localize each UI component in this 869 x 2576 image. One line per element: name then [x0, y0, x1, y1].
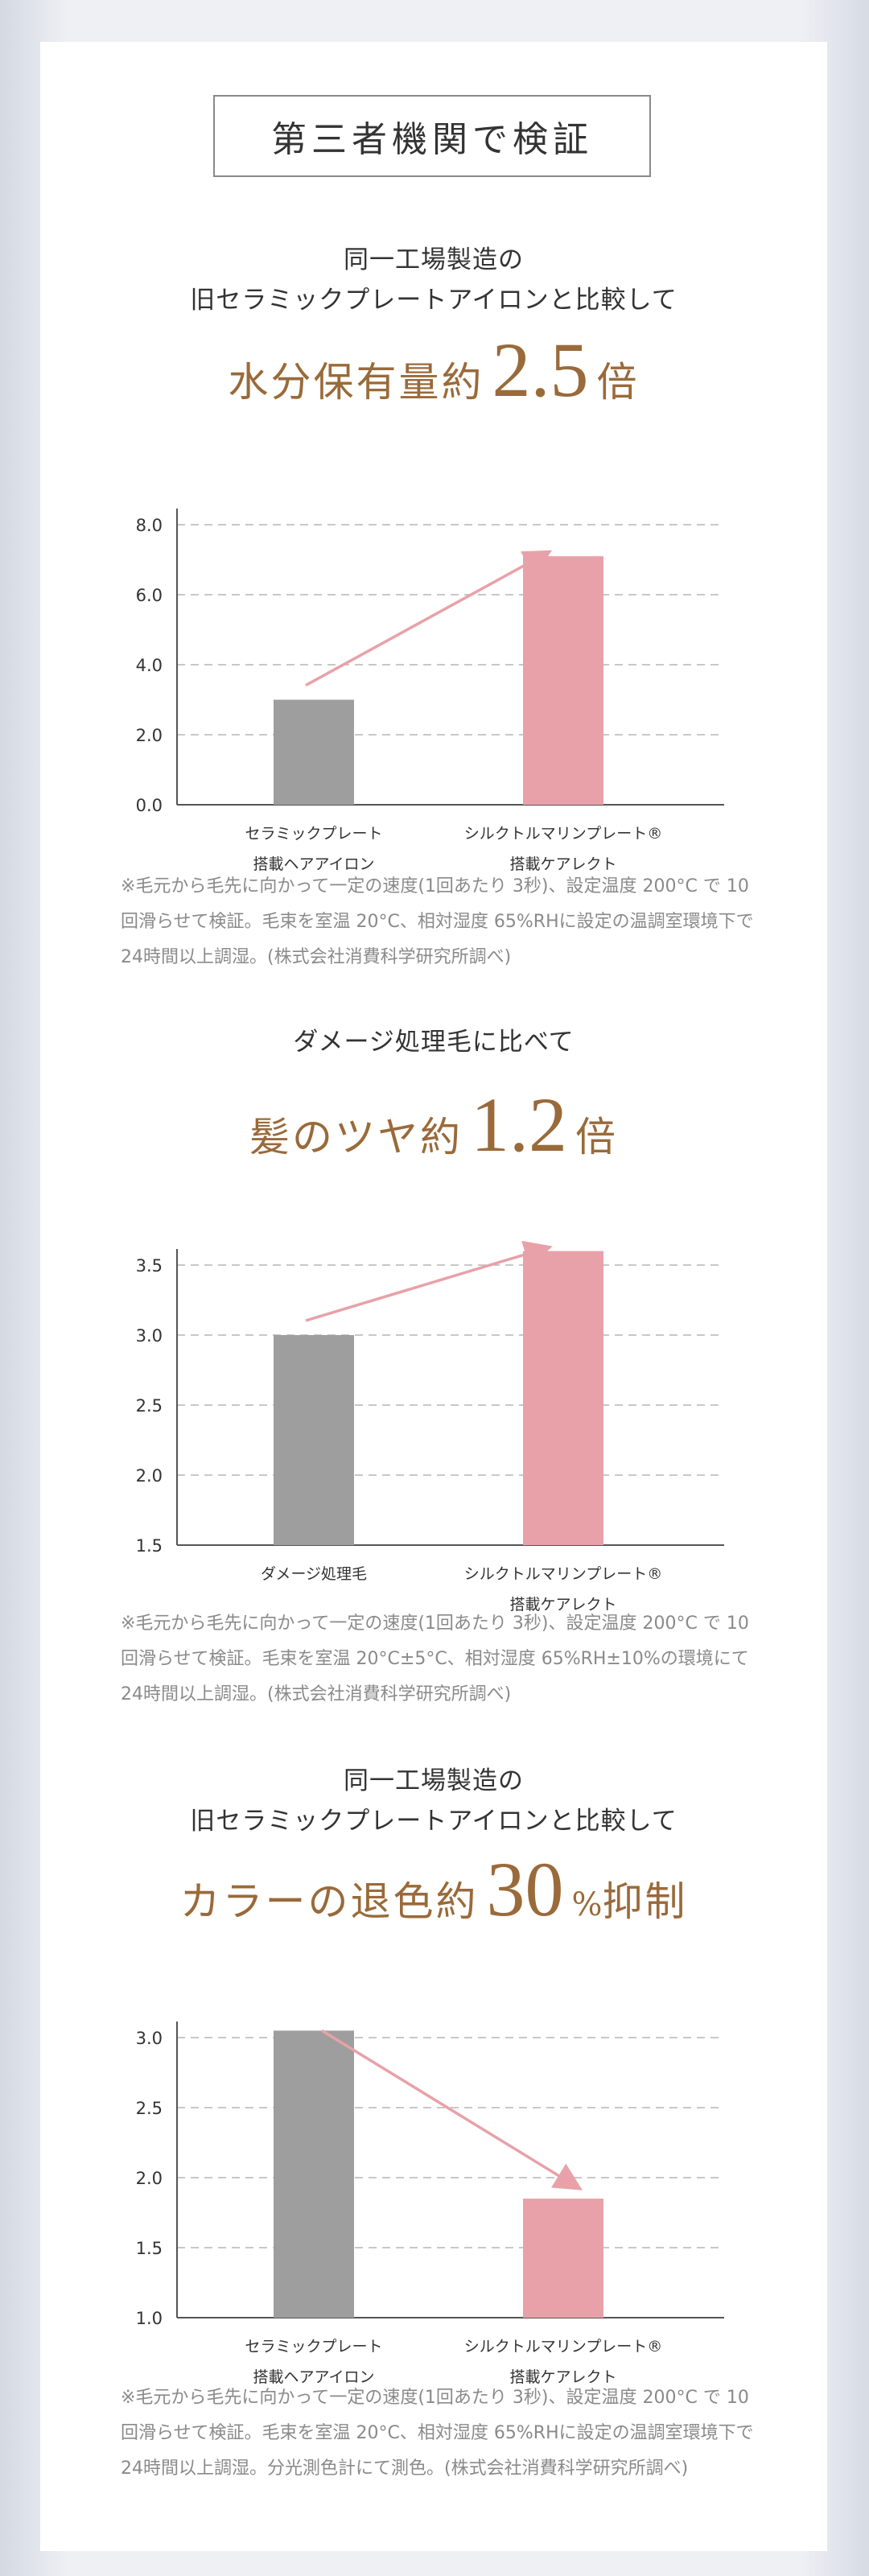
headline-number: 2.5 [492, 327, 589, 413]
y-tick-label: 1.0 [136, 2309, 163, 2328]
y-tick-label: 1.5 [136, 2239, 163, 2258]
subtitle-1: 同一工場製造の 旧セラミックプレートアイロンと比較して [40, 240, 827, 320]
trend-arrow [305, 1240, 553, 1322]
bar [274, 1335, 354, 1545]
headline-prefix: カラーの退色約 [179, 1878, 479, 1925]
footnote-1: ※毛元から毛先に向かって一定の速度(1回あたり 3秒)、設定温度 200°C で… [121, 876, 754, 967]
x-category-label: 搭載ケアレクト [509, 1596, 616, 1614]
headline-number: 1.2 [471, 1082, 567, 1168]
x-category-label: 搭載ケアレクト [509, 2368, 616, 2386]
y-tick-label: 8.0 [136, 516, 163, 535]
x-category-label: セラミックプレート [245, 825, 382, 843]
y-tick-label: 2.0 [136, 1466, 163, 1486]
y-tick-label: 4.0 [136, 656, 163, 675]
y-tick-label: 2.0 [136, 726, 163, 745]
chart-gloss: 1.5 2.0 2.5 3.0 3.5 ダメージ処理毛 シルクトルマリンプレート® 搭載ケアレ… [136, 1240, 724, 1614]
subtitle-line: 同一工場製造の [344, 245, 524, 274]
y-tick-label: 1.5 [136, 1536, 163, 1556]
bar [523, 1251, 603, 1545]
subtitle-line: 同一工場製造の [344, 1766, 524, 1795]
trend-arrow [305, 550, 553, 687]
x-category-label: シルクトルマリンプレート® [464, 1565, 662, 1583]
headline-1: 水分保有量約 2.5 倍 [40, 325, 827, 414]
headline-number: 30 [486, 1846, 564, 1932]
headline-suffix: 抑制 [602, 1878, 688, 1925]
trend-arrow [321, 2029, 583, 2191]
y-tick-label: 2.5 [136, 1396, 163, 1416]
headline-3: カラーの退色約 30 %抑制 [40, 1844, 827, 1934]
content-card: 第三者機関で検証 同一工場製造の 旧セラミックプレートアイロンと比較して 水分保… [40, 42, 827, 2551]
headline-prefix: 髪のツヤ約 [249, 1114, 463, 1160]
x-category-label: ダメージ処理毛 [261, 1565, 367, 1583]
headline-2: 髪のツヤ約 1.2 倍 [40, 1080, 827, 1169]
footnote-2: ※毛元から毛先に向かって一定の速度(1回あたり 3秒)、設定温度 200°C で… [121, 1614, 749, 1704]
subtitle-3: 同一工場製造の 旧セラミックプレートアイロンと比較して [40, 1761, 827, 1841]
subtitle-line: ダメージ処理毛に比べて [293, 1028, 575, 1057]
headline-suffix: 倍 [575, 1114, 618, 1160]
x-category-label: 搭載ヘアアイロン [253, 2368, 374, 2386]
bar [274, 2030, 354, 2318]
subtitle-line: 旧セラミックプレートアイロンと比較して [190, 1807, 677, 1836]
y-tick-label: 3.0 [136, 2029, 163, 2048]
headline-suffix: 倍 [596, 359, 640, 406]
x-category-label: シルクトルマリンプレート® [464, 2338, 662, 2355]
headline-unit: % [571, 1886, 603, 1923]
y-tick-label: 6.0 [136, 586, 163, 605]
bar [523, 2199, 603, 2318]
x-category-label: 搭載ケアレクト [509, 855, 616, 873]
subtitle-line: 旧セラミックプレートアイロンと比較して [190, 286, 677, 315]
y-tick-label: 2.5 [136, 2099, 163, 2118]
y-tick-label: 3.5 [136, 1256, 163, 1276]
subtitle-2: ダメージ処理毛に比べて [40, 1022, 827, 1062]
headline-prefix: 水分保有量約 [228, 359, 484, 406]
x-category-label: セラミックプレート [245, 2338, 382, 2355]
bar [523, 556, 603, 805]
section-title: 第三者機関で検証 [213, 95, 651, 177]
y-tick-label: 0.0 [136, 796, 163, 815]
y-tick-label: 3.0 [136, 1326, 163, 1346]
y-tick-label: 2.0 [136, 2169, 163, 2188]
bar [274, 699, 354, 805]
x-category-label: 搭載ヘアアイロン [253, 855, 374, 873]
x-category-label: シルクトルマリンプレート® [464, 825, 662, 843]
footnote-3: ※毛元から毛先に向かって一定の速度(1回あたり 3秒)、設定温度 200°C で… [121, 2388, 754, 2479]
